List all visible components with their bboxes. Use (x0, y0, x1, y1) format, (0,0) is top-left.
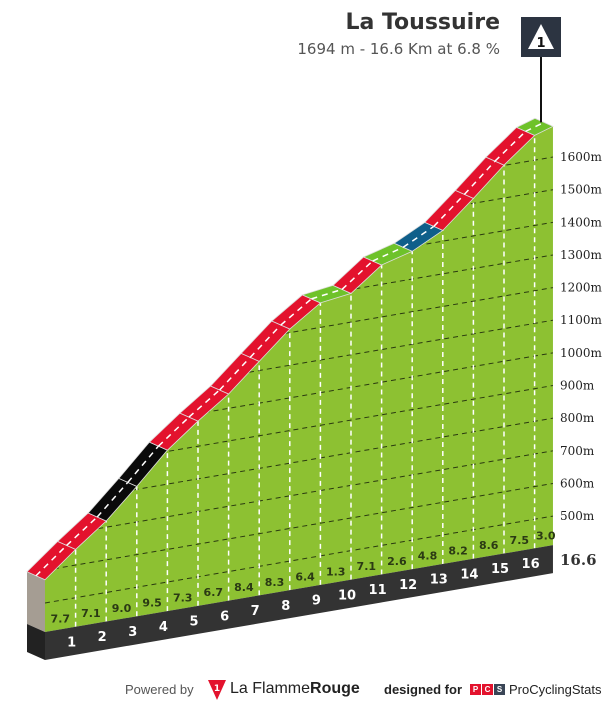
base-band (45, 545, 553, 660)
climb-summary: 1694 m - 16.6 Km at 6.8 % (297, 40, 500, 58)
gradient-label: 8.2 (448, 544, 468, 557)
gradient-label: 7.1 (81, 607, 101, 620)
road-centerline-12 (372, 246, 404, 262)
y-tick-label: 1200m (560, 281, 603, 295)
pcs-logo-icon: P C S (470, 684, 505, 695)
km-label: 15 (491, 562, 509, 577)
gridline-500 (45, 515, 553, 604)
km-label: 11 (369, 583, 387, 598)
pcs-logo-c: C (482, 684, 493, 695)
la-flamme-rouge-link[interactable]: La FlammeRouge (230, 680, 360, 698)
road-centerline-4 (127, 445, 159, 483)
profile-side-face (27, 571, 45, 632)
km-label: 3 (128, 625, 137, 640)
gradient-label: 8.6 (479, 539, 499, 552)
footer: Powered by 1 La FlammeRouge designed for… (0, 680, 615, 702)
road-centerline-9 (280, 298, 312, 326)
la-flamme-rouge-logo-icon: 1 (208, 680, 226, 700)
powered-by-label: Powered by (125, 682, 194, 697)
road-centerline-7 (219, 356, 251, 391)
road-centerline-14 (433, 193, 465, 227)
gradient-label: 7.1 (357, 560, 377, 573)
gridline-700 (45, 450, 553, 539)
profile-area (45, 126, 553, 632)
road-centerline-5 (157, 416, 190, 447)
road-centerline-6 (188, 389, 221, 418)
gradient-label: 6.7 (204, 586, 224, 599)
pcs-logo-p: P (470, 684, 481, 695)
road-centerline-17 (525, 121, 545, 133)
y-tick-label: 1600m (560, 150, 603, 164)
y-tick-label: 700m (560, 444, 595, 458)
km-label: 13 (430, 573, 448, 588)
brand-b: Rouge (310, 680, 360, 697)
km-label: 12 (399, 578, 417, 593)
gradient-label: 9.5 (142, 597, 162, 610)
gradient-label: 7.3 (173, 591, 193, 604)
road-centerline-15 (463, 160, 496, 195)
km-label: 14 (460, 567, 478, 582)
km-label: 8 (281, 599, 290, 614)
procyclingstats-link[interactable]: ProCyclingStats (509, 682, 602, 697)
km-label: 7 (251, 604, 260, 619)
km-label: 6 (220, 609, 229, 624)
km-label: 10 (338, 588, 356, 603)
brand-a: La Flamme (230, 680, 311, 697)
y-tick-label: 500m (560, 509, 595, 523)
gradient-label: 2.6 (387, 555, 407, 568)
km-label: 1 (67, 635, 76, 650)
road-centerline-11 (341, 260, 374, 290)
road-centerline-2 (66, 516, 98, 546)
km-label: 2 (98, 630, 107, 645)
pcs-logo-s: S (494, 684, 505, 695)
gradient-label: 4.8 (418, 550, 438, 563)
y-tick-label: 1400m (560, 215, 603, 229)
y-tick-label: 900m (560, 379, 595, 393)
gridline-600 (45, 482, 553, 571)
km-label: 9 (312, 594, 321, 609)
km-label: 16 (522, 557, 540, 572)
lfr-logo-number: 1 (214, 684, 220, 694)
category-triangle-icon (528, 24, 554, 49)
gradient-label: 7.7 (51, 612, 71, 625)
y-tick-label: 600m (560, 476, 595, 490)
y-tick-label: 1000m (560, 346, 603, 360)
base-side-face (27, 624, 45, 660)
gradient-label: 7.5 (510, 534, 530, 547)
road-centerline-16 (494, 130, 527, 162)
gradient-label: 3.0 (536, 529, 556, 542)
gradient-label: 8.3 (265, 576, 285, 589)
gradient-label: 6.4 (295, 571, 315, 584)
km-label: 5 (189, 615, 198, 630)
climb-title: La Toussuire (345, 10, 500, 35)
gradient-label: 9.0 (112, 602, 132, 615)
road-centerline-10 (311, 288, 343, 300)
y-tick-label: 1500m (560, 183, 603, 197)
designed-for-label: designed for (384, 682, 463, 697)
road-centerline-8 (249, 324, 282, 358)
road-centerline-3 (96, 481, 129, 518)
y-tick-label: 800m (560, 411, 595, 425)
distance-end-label: 16.6 (560, 551, 597, 569)
y-tick-label: 1100m (560, 313, 603, 327)
gradient-label: 1.3 (326, 565, 346, 578)
gradient-label: 8.4 (234, 581, 254, 594)
climb-category-label: 1 (536, 36, 545, 51)
km-label: 4 (159, 620, 168, 635)
road-centerline-1 (35, 544, 68, 577)
y-tick-label: 1300m (560, 248, 603, 262)
